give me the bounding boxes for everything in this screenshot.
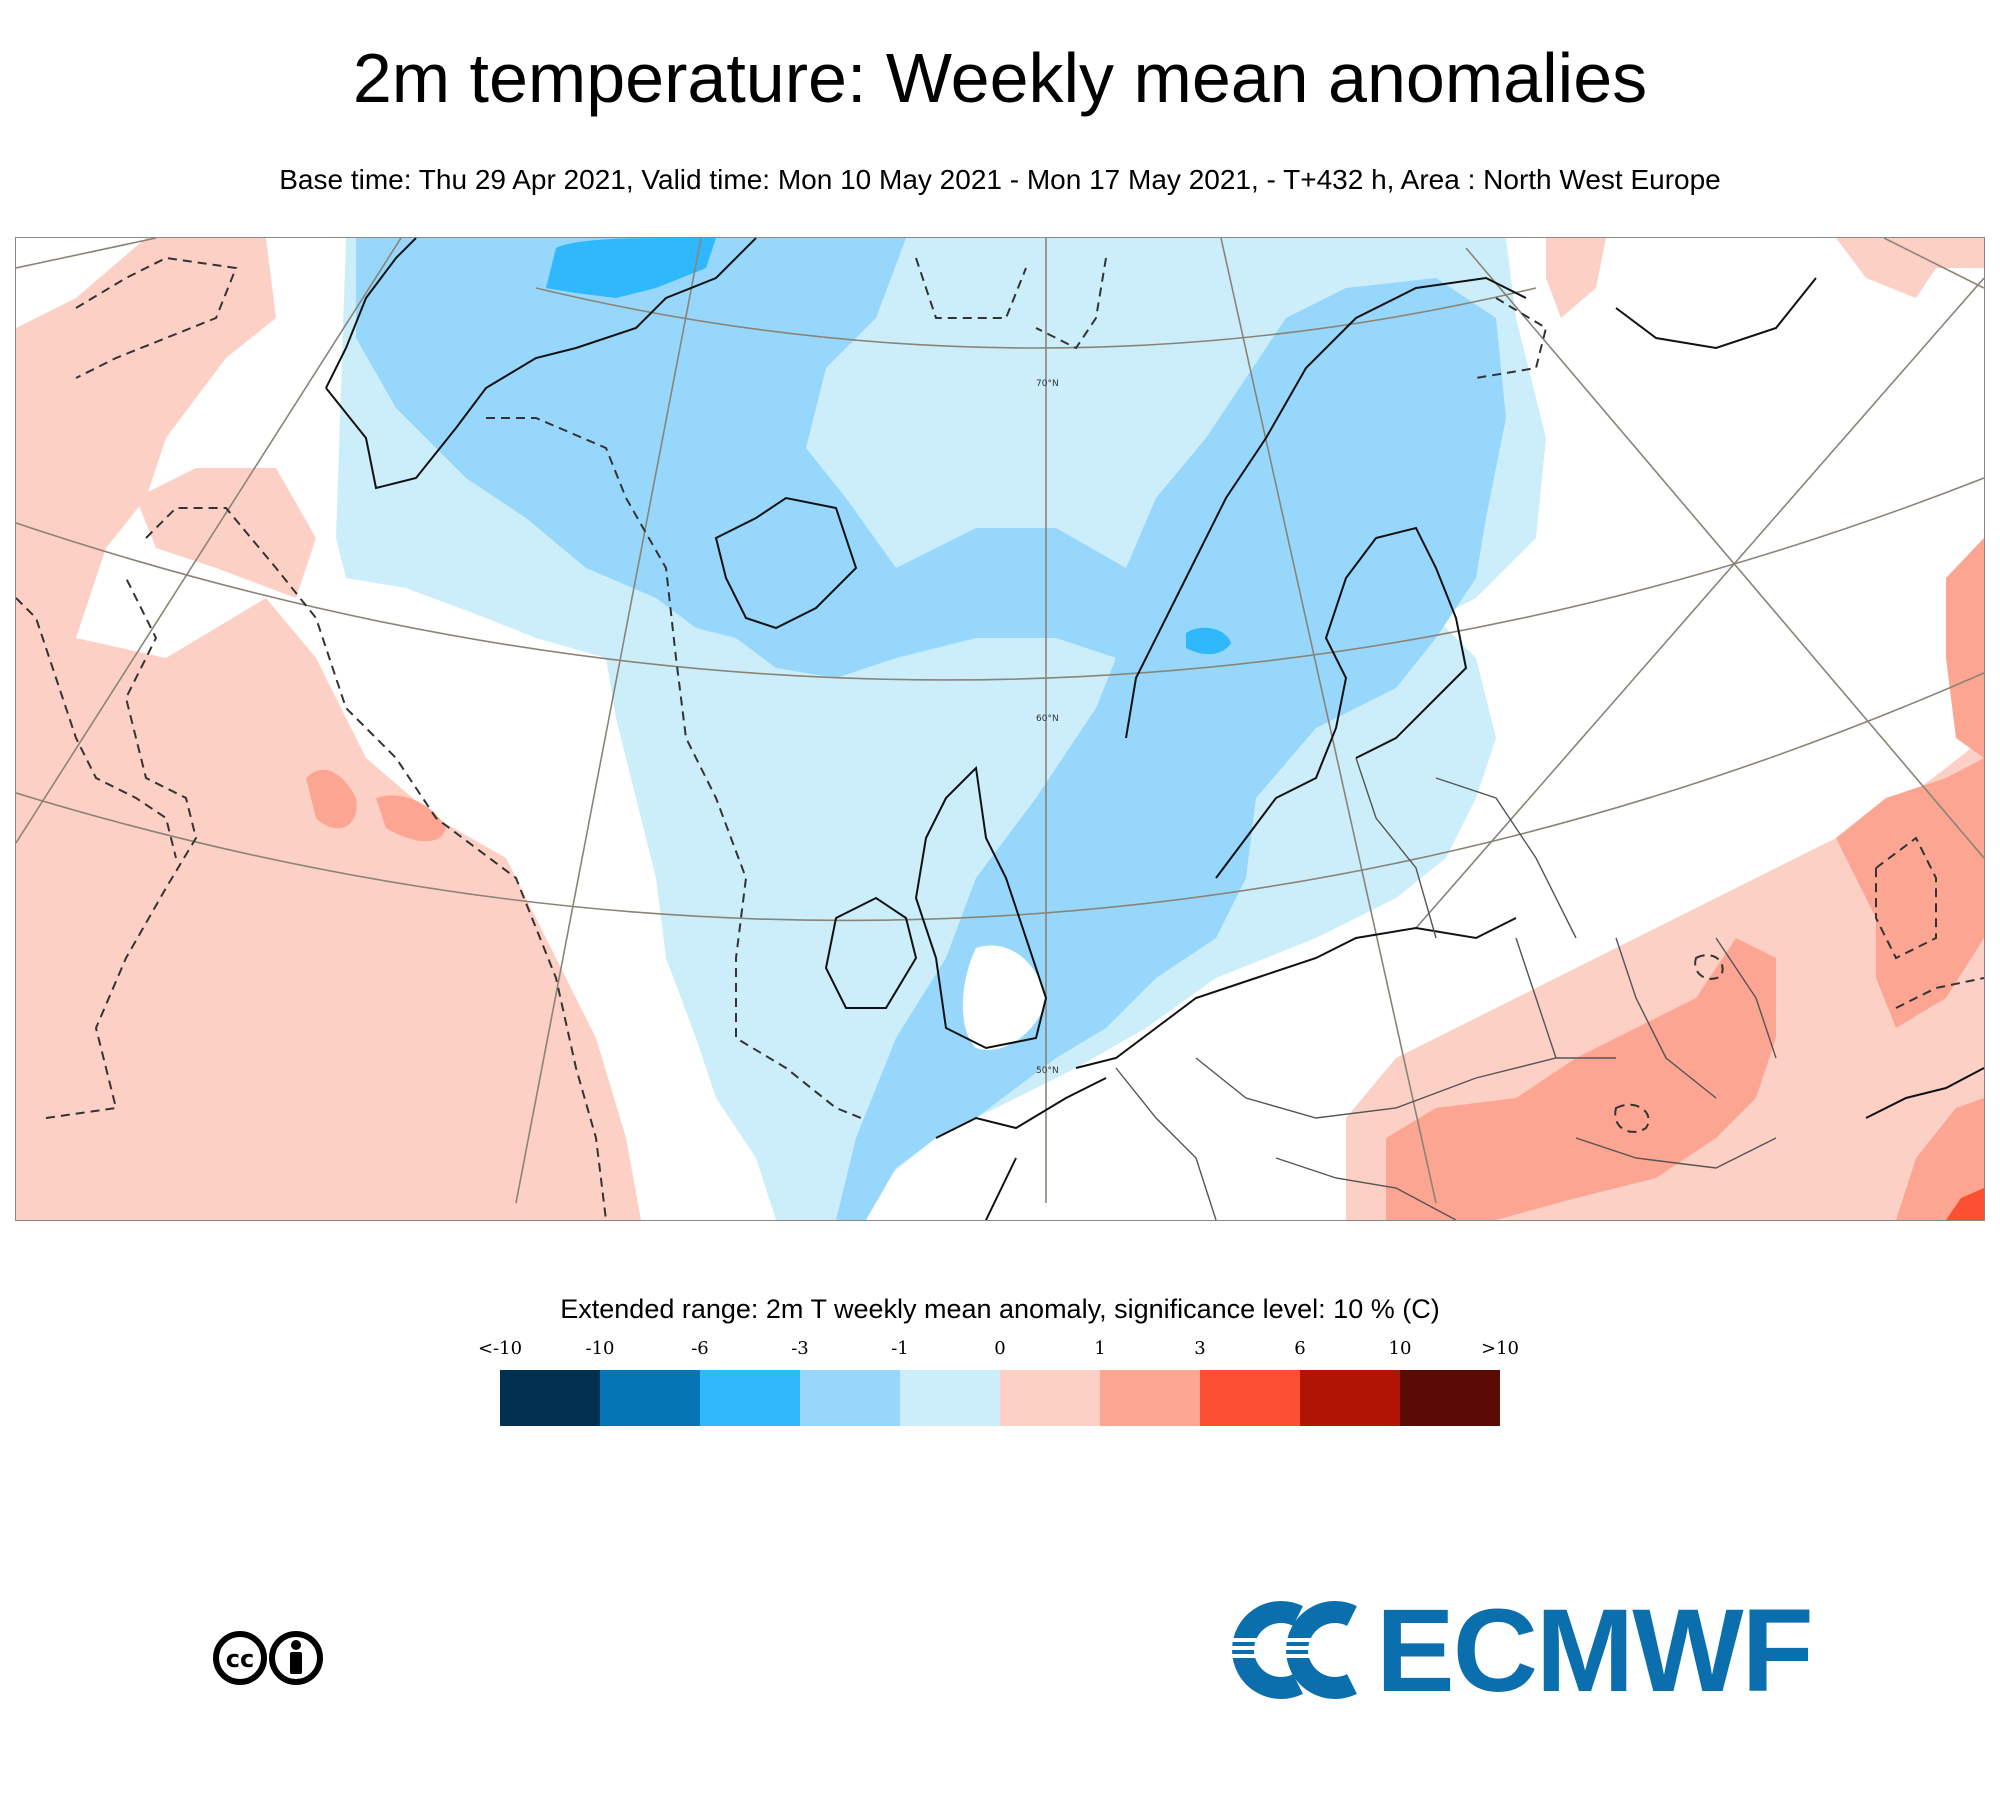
coast-iceland xyxy=(714,496,858,630)
warm-anomaly-east-medium-4 xyxy=(1946,538,1984,758)
ecmwf-logo-text: ECMWF xyxy=(1376,1585,1814,1717)
coast-black-sea-region xyxy=(1865,1067,1984,1119)
legend-swatch xyxy=(500,1370,600,1426)
warm-anomaly-east-medium-3 xyxy=(1896,1098,1984,1220)
legend-tick: -6 xyxy=(691,1338,709,1359)
coastlines xyxy=(325,238,1984,1220)
cold-anomaly-medium xyxy=(356,238,1506,1220)
legend-tick-labels: <-10 -10 -6 -3 -1 0 1 3 6 10 >10 xyxy=(0,1338,2000,1362)
svg-text:cc: cc xyxy=(226,1645,254,1673)
legend-tick: 6 xyxy=(1294,1338,1306,1359)
country-borders xyxy=(1115,757,1777,1220)
neutral-zone-england xyxy=(962,945,1046,1050)
anomaly-map: 70°N 60°N 50°N xyxy=(15,237,1985,1221)
legend-tick: -1 xyxy=(891,1338,909,1359)
legend-tick: <-10 xyxy=(477,1338,523,1359)
warm-spot-mid-atlantic xyxy=(306,769,357,829)
legend-swatch xyxy=(700,1370,800,1426)
coast-continental-europe xyxy=(1075,917,1517,1069)
legend-swatch xyxy=(1400,1370,1500,1426)
legend-swatch xyxy=(1100,1370,1200,1426)
lat-label-50: 50°N xyxy=(1036,1066,1059,1076)
legend-swatch xyxy=(600,1370,700,1426)
map-subtitle: Base time: Thu 29 Apr 2021, Valid time: … xyxy=(279,164,1721,195)
graticule xyxy=(16,238,1984,1204)
legend-tick: 10 xyxy=(1388,1338,1412,1359)
significance-contours xyxy=(16,256,1984,1220)
legend-swatch xyxy=(1000,1370,1100,1426)
lat-label-60: 60°N xyxy=(1036,714,1059,724)
coast-russia-north xyxy=(1615,277,1817,350)
legend-tick: >10 xyxy=(1481,1338,1519,1359)
coast-france xyxy=(935,1077,1107,1220)
legend-swatch xyxy=(900,1370,1000,1426)
coast-uk xyxy=(914,765,1048,1050)
warm-anomaly-east-nw-russia xyxy=(1546,238,1606,318)
cold-anomaly-strong-scandinavia xyxy=(1186,627,1231,655)
cc-by-icon: cc xyxy=(212,1630,324,1686)
legend-color-bar xyxy=(500,1370,1500,1426)
warm-anomaly-east-medium xyxy=(1386,938,1776,1220)
legend-swatch xyxy=(1200,1370,1300,1426)
warm-anomaly-west-upper xyxy=(136,468,316,598)
legend-tick: 3 xyxy=(1194,1338,1206,1359)
legend-tick: -10 xyxy=(585,1338,615,1359)
legend-tick: 1 xyxy=(1094,1338,1106,1359)
cold-anomaly-strong-greenland xyxy=(546,238,716,298)
warm-anomaly-east-ne xyxy=(1836,238,1984,298)
legend-tick: 0 xyxy=(994,1338,1006,1359)
warm-anomaly-east-strong xyxy=(1946,1188,1984,1220)
lat-label-70: 70°N xyxy=(1036,379,1059,389)
coast-greenland xyxy=(325,238,757,490)
map-canvas: 70°N 60°N 50°N xyxy=(16,238,1984,1220)
coast-ireland xyxy=(824,896,918,1009)
coast-sweden-baltic xyxy=(1215,526,1468,879)
legend-swatch xyxy=(800,1370,900,1426)
warm-spot-mid-atlantic-2 xyxy=(376,795,446,842)
warm-anomaly-west-atlantic xyxy=(16,238,641,1220)
map-title: 2m temperature: Weekly mean anomalies xyxy=(352,39,1648,117)
coast-norway xyxy=(1125,276,1527,739)
ecmwf-emblem-icon xyxy=(1228,1601,1368,1699)
ecmwf-logo: ECMWF xyxy=(1228,1592,1814,1710)
legend-swatch xyxy=(1300,1370,1400,1426)
warm-anomaly-east-medium-2 xyxy=(1836,758,1984,1028)
legend-tick: -3 xyxy=(791,1338,809,1359)
legend-title: Extended range: 2m T weekly mean anomaly… xyxy=(560,1294,1440,1324)
